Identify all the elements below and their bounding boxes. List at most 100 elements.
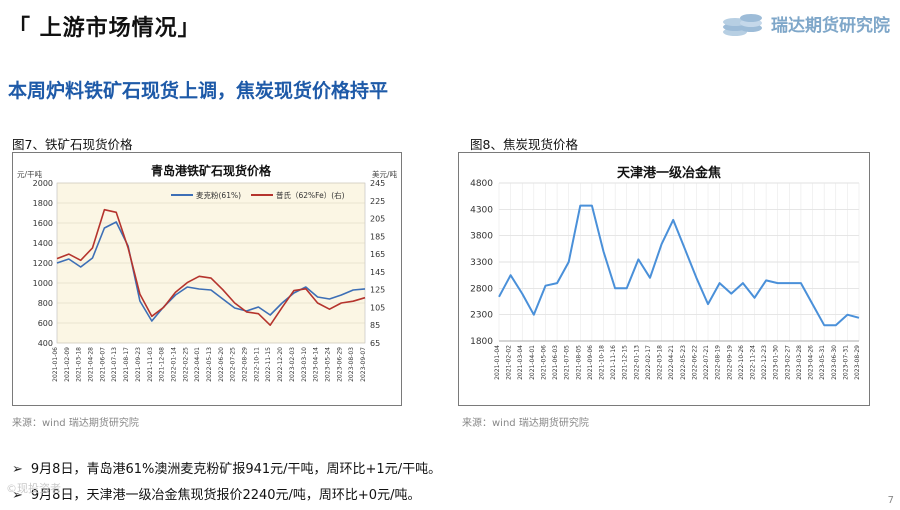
x-tick-label: 2023-08-03: [348, 347, 355, 382]
x-tick-label: 2023-01-30: [773, 345, 780, 380]
y2-tick-label: 205: [370, 215, 385, 224]
y-tick-label: 2300: [470, 311, 493, 321]
x-tick-label: 2022-10-26: [738, 345, 745, 380]
x-tick-label: 2021-04-28: [88, 347, 95, 382]
page-title: 「 上游市场情况」: [8, 16, 201, 41]
x-tick-label: 2022-01-14: [170, 347, 177, 382]
brand-logo: 瑞达期货研究院: [721, 8, 890, 38]
y2-tick-label: 225: [370, 197, 385, 206]
x-tick-label: 2022-11-15: [265, 347, 272, 382]
x-tick-label: 2021-02-02: [506, 345, 513, 380]
x-tick-label: 2021-08-17: [123, 347, 130, 382]
x-tick-label: 2021-02-09: [64, 347, 71, 382]
x-tick-label: 2023-04-14: [313, 347, 320, 382]
y2-tick-label: 245: [370, 179, 385, 188]
x-tick-label: 2023-06-29: [336, 347, 343, 382]
y2-tick-label: 185: [370, 232, 385, 241]
y-tick-label: 600: [38, 319, 53, 328]
x-tick-label: 2022-02-17: [645, 345, 652, 380]
x-tick-label: 2021-07-05: [564, 345, 571, 380]
legend-label-1: 普氏（62%Fe）(右): [276, 190, 345, 200]
x-tick-label: 2021-11-16: [610, 345, 617, 380]
x-tick-label: 2022-11-24: [749, 345, 756, 380]
y-axis-label: 元/干吨: [17, 169, 43, 179]
y-tick-label: 1600: [33, 219, 53, 228]
y-tick-label: 800: [38, 299, 53, 308]
x-tick-label: 2021-03-18: [76, 347, 83, 382]
x-tick-label: 2022-12-23: [761, 345, 768, 380]
y2-tick-label: 85: [370, 321, 380, 330]
chevron-right-icon: ➢: [12, 488, 23, 503]
watermark: ©现投资者: [6, 482, 61, 495]
x-tick-label: 2021-11-03: [147, 347, 154, 382]
iron-ore-price-chart: 青岛港铁矿石现货价格 元/干吨 美元/吨 2000 1800 1600 1400 1200 10…: [17, 163, 398, 382]
y2-tick-label: 145: [370, 268, 385, 277]
y2-tick-label: 65: [370, 339, 380, 348]
bullet-iron-ore-text: 9月8日，青岛港61%澳洲麦克粉矿报941元/干吨，周环比+1元/干吨。: [30, 462, 442, 477]
x-tick-label: 2022-04-21: [668, 345, 675, 380]
x-tick-label: 2023-03-28: [796, 345, 803, 380]
x-tick-label: 2022-10-11: [253, 347, 260, 382]
x-tick-label: 2022-12-20: [277, 347, 284, 382]
brand-name: 瑞达期货研究院: [771, 15, 890, 36]
x-tick-label: 2022-01-13: [633, 345, 640, 380]
series-line-0: [498, 204, 860, 327]
x-tick-label: 2022-06-20: [218, 347, 225, 382]
chevron-right-icon: ➢: [12, 462, 23, 477]
y-tick-label: 400: [38, 339, 53, 348]
series-line-1: [56, 208, 366, 326]
figure8-caption: 图8、焦炭现货价格: [470, 137, 578, 152]
x-tick-label: 2022-04-01: [194, 347, 201, 382]
figure7-caption: 图7、铁矿石现货价格: [12, 137, 133, 152]
y-tick-label: 4300: [470, 205, 493, 215]
y2-tick-label: 125: [370, 286, 385, 295]
x-tick-label: 2022-06-22: [691, 345, 698, 380]
x-tick-label: 2021-10-18: [599, 345, 606, 380]
y2-axis-label: 美元/吨: [372, 169, 398, 179]
x-tick-label: 2023-07-31: [842, 345, 849, 380]
x-tick-label: 2021-12-15: [622, 345, 629, 380]
figure8-source: 来源：wind 瑞达期货研究院: [462, 418, 589, 429]
chart-title: 天津港一级冶金焦: [617, 165, 721, 181]
x-tick-label: 2022-03-18: [657, 345, 664, 380]
legend-label-0: 麦克粉(61%): [196, 190, 241, 200]
section-subtitle: 本周炉料铁矿石现货上调，焦炭现货价格持平: [8, 80, 389, 102]
x-tick-label: 2023-05-24: [324, 347, 331, 382]
x-tick-label: 2023-02-03: [289, 347, 296, 382]
x-tick-label: 2021-01-04: [494, 345, 501, 380]
series-line-0: [56, 221, 366, 322]
coke-price-chart: 天津港一级冶金焦48004300380033002800230018002021…: [470, 165, 861, 380]
y2-tick-label: 105: [370, 303, 385, 312]
y-tick-label: 1000: [33, 279, 53, 288]
y-tick-label: 1800: [33, 199, 53, 208]
x-tick-label: 2022-09-19: [726, 345, 733, 380]
x-tick-label: 2023-02-27: [784, 345, 791, 380]
x-tick-label: 2023-09-07: [360, 347, 367, 382]
page-number: 7: [887, 495, 894, 506]
x-tick-label: 2021-04-01: [529, 345, 536, 380]
y-tick-label: 1400: [33, 239, 53, 248]
x-tick-label: 2022-08-19: [715, 345, 722, 380]
x-tick-label: 2022-07-21: [703, 345, 710, 380]
x-tick-label: 2022-02-25: [182, 347, 189, 382]
x-tick-label: 2021-05-06: [540, 345, 547, 380]
y-tick-label: 1200: [33, 259, 53, 268]
x-tick-label: 2023-04-26: [808, 345, 815, 380]
x-tick-label: 2023-06-30: [831, 345, 838, 380]
x-tick-label: 2021-01-06: [52, 347, 59, 382]
x-tick-label: 2021-08-05: [575, 345, 582, 380]
x-tick-label: 2022-07-25: [230, 347, 237, 382]
y-tick-label: 3800: [470, 232, 493, 242]
y-tick-label: 2800: [470, 284, 493, 294]
x-tick-label: 2022-08-29: [242, 347, 249, 382]
x-tick-label: 2021-06-03: [552, 345, 559, 380]
x-tick-label: 2021-12-08: [159, 347, 166, 382]
x-tick-label: 2021-09-06: [587, 345, 594, 380]
y-tick-label: 3300: [470, 258, 493, 268]
x-tick-label: 2023-03-10: [301, 347, 308, 382]
coke-chart-panel: 天津港一级冶金焦 4800 4300 3800 3300 2800 2300 1800 2021…: [458, 152, 870, 406]
bullet-coke-text: 9月8日，天津港一级冶金焦现货报价2240元/吨，周环比+0元/吨。: [30, 488, 421, 503]
y2-tick-label: 165: [370, 250, 385, 259]
x-tick-label: 2022-05-13: [206, 347, 213, 382]
x-tick-label: 2023-08-29: [854, 345, 861, 380]
